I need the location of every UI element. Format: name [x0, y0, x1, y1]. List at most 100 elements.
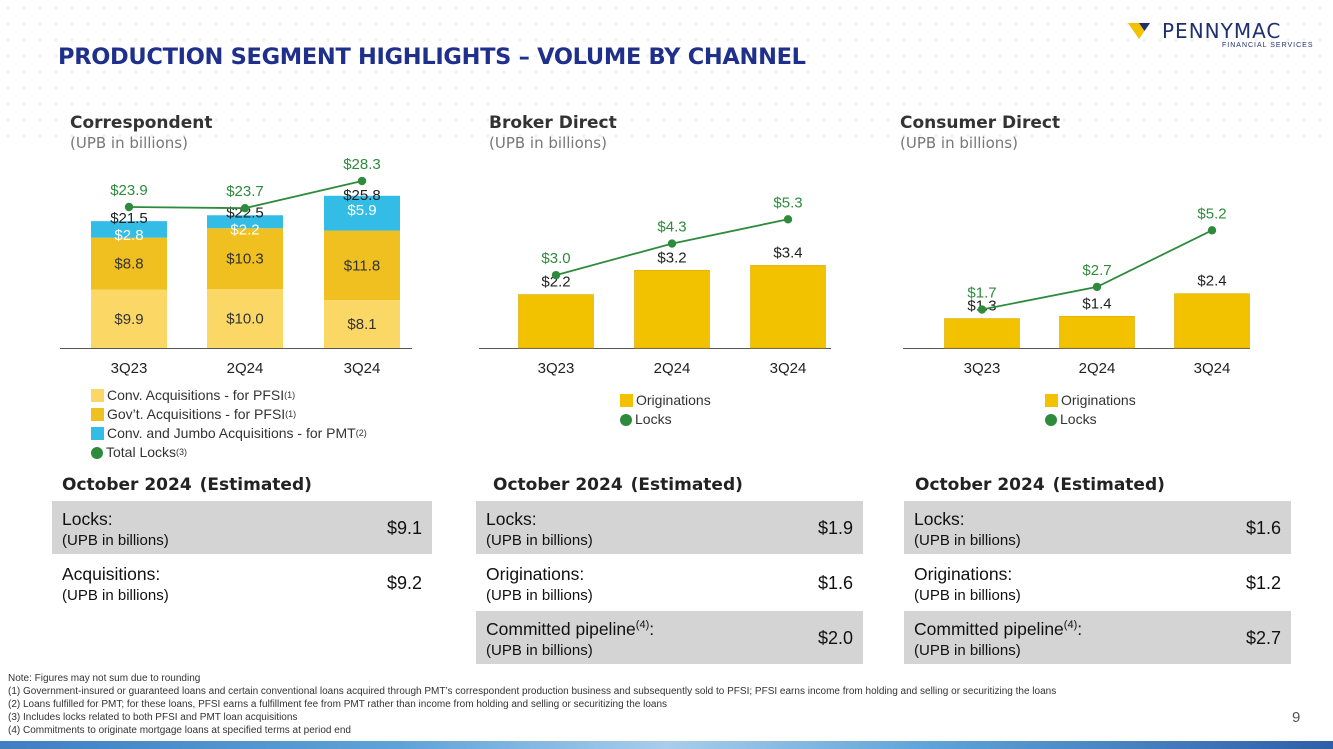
- page-title: PRODUCTION SEGMENT HIGHLIGHTS – VOLUME B…: [58, 44, 806, 70]
- segment-value-label: $10.0: [226, 311, 264, 328]
- logo-name: PENNYMAC: [1162, 19, 1282, 43]
- estimate-note: (Estimated): [1052, 475, 1165, 495]
- estimate-label: Acquisitions:: [62, 564, 160, 585]
- bar-total-label: $21.5: [110, 210, 148, 227]
- estimate-footnote-ref: (4): [1063, 619, 1078, 632]
- locks-value-label: $5.3: [773, 194, 802, 211]
- legend-swatch-icon: [91, 389, 104, 402]
- legend-label: Gov’t. Acquisitions - for PFSI: [107, 406, 286, 422]
- legend-label: Total Locks: [106, 444, 177, 460]
- segment-value-label: $2.2: [230, 221, 259, 238]
- estimate-value: $9.2: [386, 573, 422, 593]
- estimate-label-text: Originations:: [914, 564, 1013, 584]
- correspondent-chart: $9.9 $8.8 $2.8 $21.5 3Q23 $10.0 $10.3 $2.2 $22.5…: [60, 108, 480, 458]
- segment-value-label: $8.8: [114, 256, 143, 273]
- pennymac-logo: PENNYMAC FINANCIAL SERVICES: [1128, 18, 1328, 52]
- legend-item: Locks: [1045, 410, 1136, 429]
- bar-value-label: $2.4: [1197, 273, 1226, 290]
- estimate-label-text: Originations:: [486, 564, 585, 584]
- broker-direct-chart-svg: $2.2 3Q23 $3.2 2Q24 $3.4 3Q24 $3.0 $4.3 $5.3: [479, 194, 831, 377]
- footnote-line: (4) Commitments to originate mortgage lo…: [8, 725, 351, 736]
- legend-item: Gov’t. Acquisitions - for PFSI (1): [91, 405, 367, 424]
- estimate-month: October 2024: [493, 475, 623, 495]
- estimate-value: $2.0: [817, 628, 853, 648]
- estimate-row: Committed pipeline(4): (UPB in billions) $…: [904, 611, 1291, 666]
- locks-point: [1207, 226, 1217, 235]
- consumer-direct-legend: Originations Locks: [1045, 391, 1136, 429]
- locks-point: [977, 305, 987, 314]
- locks-value-label: $5.2: [1197, 205, 1226, 222]
- consumer-estimate-table: Locks: (UPB in billions) $1.6 Originations:…: [904, 501, 1291, 666]
- estimate-sublabel: (UPB in billions): [62, 532, 169, 549]
- locks-point: [124, 202, 134, 212]
- legend-label: Originations: [636, 392, 711, 408]
- estimate-sublabel: (UPB in billions): [914, 532, 1021, 549]
- locks-point: [783, 215, 793, 224]
- estimate-sublabel: (UPB in billions): [914, 642, 1021, 659]
- estimate-row: Locks: (UPB in billions) $1.9: [476, 501, 863, 556]
- broker-estimate-heading: October 2024 (Estimated): [493, 475, 743, 495]
- estimate-label-text: Locks:: [62, 509, 113, 529]
- locks-value-label: $23.7: [226, 183, 264, 200]
- estimate-month: October 2024: [62, 475, 192, 495]
- segment-value-label: $8.1: [347, 316, 376, 333]
- footnote-line: (1) Government-insured or guaranteed loa…: [8, 686, 1057, 697]
- legend-item: Conv. and Jumbo Acquisitions - for PMT (2…: [91, 424, 367, 443]
- x-tick-label: 3Q23: [964, 360, 1001, 377]
- bar-segment: [324, 195, 400, 231]
- estimate-row: Acquisitions: (UPB in billions) $9.2: [52, 556, 432, 611]
- estimate-label-text: Locks:: [914, 509, 965, 529]
- chart-title: Broker Direct: [489, 113, 617, 133]
- locks-point: [240, 203, 250, 213]
- legend-dot-icon: [1045, 413, 1057, 426]
- segment-value-label: $9.9: [114, 311, 143, 328]
- estimate-row: Locks: (UPB in billions) $1.6: [904, 501, 1291, 556]
- x-tick-label: 2Q24: [654, 360, 691, 377]
- x-tick-label: 3Q24: [344, 360, 381, 377]
- bar-value-label: $2.2: [541, 274, 570, 291]
- locks-point: [667, 239, 677, 248]
- chart-subtitle: (UPB in billions): [489, 134, 607, 152]
- footnote-line: (2) Loans fulfilled for PMT; for these l…: [8, 699, 668, 710]
- x-tick-label: 3Q23: [111, 360, 148, 377]
- legend-swatch-icon: [91, 427, 104, 440]
- legend-footnote-ref: (1): [285, 409, 297, 419]
- bar-value-label: $3.2: [657, 249, 686, 266]
- legend-label: Conv. Acquisitions - for PFSI: [107, 387, 285, 403]
- bar-segment: [324, 300, 400, 348]
- correspondent-chart-svg: $9.9$8.8$2.8$21.53Q23$10.0$10.3$2.2$22.5…: [60, 156, 412, 377]
- legend-footnote-ref: (3): [176, 447, 188, 457]
- dot-pattern-background: [0, 0, 1333, 150]
- legend-footnote-ref: (2): [355, 428, 367, 438]
- broker-direct-chart: $2.2 3Q23 $3.2 2Q24 $3.4 3Q24 $3.0 $4.3 $5.3 Bro…: [479, 108, 899, 458]
- broker-direct-legend: Originations Locks: [620, 391, 711, 429]
- estimate-sublabel: (UPB in billions): [914, 587, 1021, 604]
- chart-title: Correspondent: [70, 113, 213, 133]
- bar-value-label: $1.4: [1082, 295, 1111, 312]
- bar-segment: [207, 289, 283, 348]
- bar-total-label: $25.8: [343, 187, 381, 204]
- chart-title: Consumer Direct: [900, 113, 1061, 133]
- locks-point: [551, 270, 561, 280]
- bar-value-label: $3.4: [773, 244, 802, 261]
- bar: [750, 265, 826, 349]
- locks-value-label: $1.7: [967, 285, 996, 302]
- locks-value-label: $4.3: [657, 219, 686, 236]
- broker-estimate-table: Locks: (UPB in billions) $1.9 Originations:…: [476, 501, 863, 666]
- bar-segment: [91, 221, 167, 238]
- correspondent-estimate-heading: October 2024 (Estimated): [62, 475, 312, 495]
- segment-value-label: $11.8: [344, 257, 380, 274]
- legend-label: Originations: [1061, 392, 1136, 408]
- estimate-label: Locks:: [486, 509, 537, 530]
- estimate-value: $1.6: [1245, 518, 1281, 538]
- bar-segment: [207, 228, 283, 289]
- legend-dot-icon: [91, 446, 103, 459]
- estimate-sublabel: (UPB in billions): [62, 587, 169, 604]
- estimate-label: Committed pipeline(4):: [914, 619, 1082, 640]
- estimate-label: Locks:: [62, 509, 113, 530]
- footnote-line: Note: Figures may not sum due to roundin…: [8, 673, 201, 684]
- chart-subtitle: (UPB in billions): [70, 134, 188, 152]
- legend-swatch-icon: [1045, 394, 1058, 407]
- legend-label: Locks: [1060, 411, 1097, 427]
- legend-item: Originations: [620, 391, 711, 410]
